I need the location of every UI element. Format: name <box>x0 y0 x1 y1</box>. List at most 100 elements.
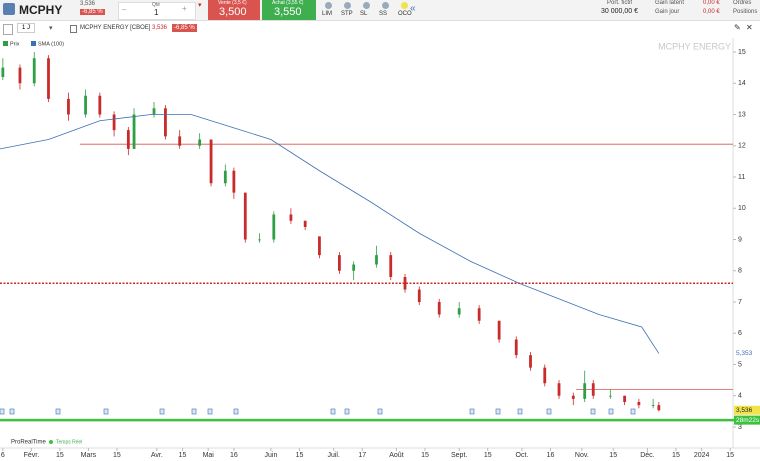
event-icon <box>495 408 501 415</box>
qty-minus[interactable]: – <box>122 5 127 14</box>
y-tick-label: 13 <box>738 111 746 118</box>
candle-body <box>126 130 130 149</box>
candle-body <box>132 114 136 149</box>
x-tick-label: 6 <box>1 452 5 459</box>
order-button[interactable]: SL <box>360 11 368 17</box>
portfolio-label: Port. fictif <box>607 0 633 6</box>
x-tick-label: 16 <box>547 452 555 459</box>
x-tick-label: 15 <box>113 452 121 459</box>
status-dot <box>49 440 53 444</box>
candle-body <box>417 289 421 302</box>
qty[interactable]: 1 <box>154 8 159 17</box>
candle-body <box>152 108 156 115</box>
x-tick-label: Sept. <box>451 452 467 459</box>
event-icon <box>233 408 239 415</box>
interval[interactable]: 1 J <box>17 23 36 33</box>
x-tick-label: 15 <box>672 452 680 459</box>
y-tick-label: 15 <box>738 49 746 56</box>
event-icon <box>159 408 165 415</box>
candle-body <box>637 402 641 406</box>
dropdown[interactable]: ▾ <box>198 2 202 9</box>
order-button[interactable]: STP <box>341 11 353 17</box>
menu-icon[interactable] <box>3 3 15 15</box>
x-tick-label: Mai <box>203 452 215 459</box>
event-icon <box>590 408 596 415</box>
order-button[interactable]: LIM <box>322 11 333 17</box>
candle-body <box>67 98 70 115</box>
candle-body <box>32 58 36 84</box>
tools-icon[interactable]: ✎ <box>734 23 741 32</box>
y-tick-label: 8 <box>738 268 742 275</box>
positions[interactable]: Positions <box>733 9 758 15</box>
x-tick-label: 15 <box>56 452 64 459</box>
order-button[interactable]: OCO <box>398 11 412 17</box>
candle-body <box>543 367 547 384</box>
x-tick-label: Août <box>389 452 403 459</box>
candle-body <box>1 67 5 77</box>
candle-body <box>223 170 227 184</box>
candle-body <box>352 264 356 271</box>
gain-day: 0,00 € <box>703 9 720 15</box>
x-tick-label: 15 <box>179 452 187 459</box>
event-icon <box>377 408 383 415</box>
x-tick-label: Mars <box>81 452 97 459</box>
candle-body <box>318 236 321 256</box>
candle-body <box>289 214 293 221</box>
collapse[interactable]: « <box>410 3 416 14</box>
symbol[interactable]: MCPHY <box>19 3 63 17</box>
y-tick-label: 10 <box>738 205 746 212</box>
candle-body <box>403 277 407 290</box>
candle-body <box>232 170 236 193</box>
chart-toolbar: 1 J ▾ MCPHY ENERGY [CBOE] 3,536 -6,85 % … <box>0 21 760 38</box>
event-icon <box>517 408 523 415</box>
price-tag <box>734 405 760 415</box>
candle-body <box>243 192 247 240</box>
gain-day-label: Gain jour <box>655 9 680 15</box>
x-tick-label: 15 <box>296 452 304 459</box>
candle-body <box>657 405 661 411</box>
event-icon <box>469 408 475 415</box>
close-icon[interactable]: ✕ <box>746 23 753 32</box>
candle-body <box>514 339 518 356</box>
candle-body <box>47 58 50 99</box>
event-icon <box>630 408 636 415</box>
event-icon <box>55 408 61 415</box>
toolbar: MCPHY 3,536 -6,85 % – Qté 1 + ▾ Vente (3… <box>0 0 760 21</box>
x-tick-label: Déc. <box>640 452 654 459</box>
orders[interactable]: Ordres <box>733 0 752 6</box>
info-icon[interactable] <box>70 25 77 33</box>
sell-button[interactable] <box>208 0 260 20</box>
candle-body <box>583 383 587 399</box>
chart-icon[interactable] <box>3 24 13 35</box>
buy-button[interactable] <box>262 0 316 20</box>
x-tick-label: 17 <box>358 452 366 459</box>
legend-swatch <box>3 41 8 46</box>
gain-latent: 0,00 € <box>703 0 720 6</box>
qty-plus[interactable]: + <box>182 4 187 13</box>
chart: MCPHY ENERGY ProRealTime Temps Réel 3 4 5 6… <box>0 38 760 459</box>
price: 3,536 <box>80 1 96 7</box>
x-tick-label: Juil. <box>327 452 340 459</box>
event-icon <box>0 408 5 415</box>
order-button[interactable]: SS <box>379 11 388 17</box>
qty-box[interactable] <box>118 2 196 20</box>
candle-body <box>375 255 378 265</box>
x-tick-label: Nov. <box>575 452 589 459</box>
candle-body <box>623 395 627 402</box>
portfolio: 30 000,00 € <box>601 8 638 15</box>
footer-brand: ProRealTime <box>11 440 46 446</box>
y-tick-label: 5 <box>738 361 742 368</box>
order-icon <box>325 2 332 9</box>
candle-body <box>209 139 213 184</box>
legend-label: Prix <box>10 41 20 47</box>
sell-label: Vente (3,5 €) <box>218 0 247 6</box>
candle-body <box>608 395 612 397</box>
chart-title: MCPHY ENERGY [CBOE] <box>80 25 151 31</box>
event-icon <box>330 408 336 415</box>
price-tag-label: 28m22s <box>736 417 760 424</box>
candle-body <box>529 355 532 368</box>
candle-body <box>497 320 501 340</box>
x-tick-label: Oct. <box>516 452 529 459</box>
price-tag-label: 3,536 <box>736 407 753 414</box>
dropdown[interactable]: ▾ <box>49 25 53 32</box>
